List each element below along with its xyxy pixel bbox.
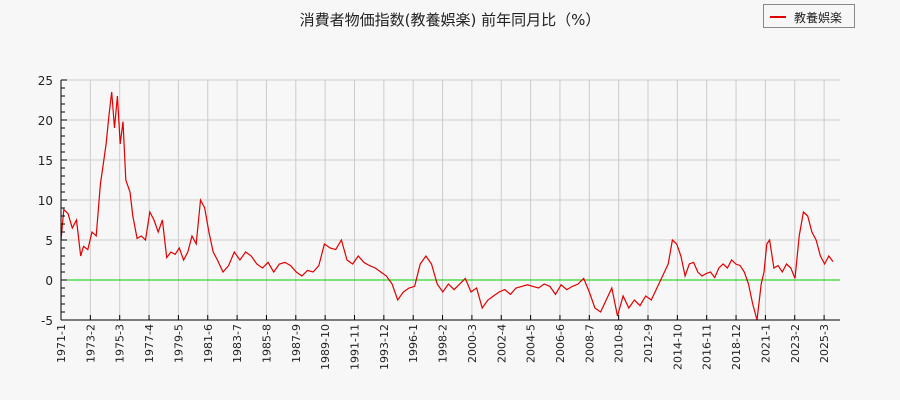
x-tick-label: 2018-12 xyxy=(730,324,743,370)
x-tick-label: 2023-2 xyxy=(789,324,802,363)
chart-title: 消費者物価指数(教養娯楽) 前年同月比（%） xyxy=(299,11,601,29)
legend: 教養娯楽 xyxy=(763,4,855,28)
x-axis-labels: 1971-1 1973-2 1975-3 1977-4 1979-5 1981-6 1983… xyxy=(55,324,831,370)
y-tick-label: -5 xyxy=(41,314,53,328)
y-tick-label: 15 xyxy=(38,154,53,168)
x-tick-label: 2014-10 xyxy=(671,324,684,370)
x-tick-label: 2002-4 xyxy=(495,324,508,363)
x-tick-label: 2021-1 xyxy=(759,324,772,363)
x-tick-label: 2025-3 xyxy=(818,324,831,363)
axes xyxy=(60,79,840,321)
x-tick-label: 1985-8 xyxy=(260,324,273,363)
x-tick-label: 2012-9 xyxy=(642,324,655,363)
x-tick-label: 1996-1 xyxy=(407,324,420,363)
x-tick-label: 2000-3 xyxy=(466,324,479,363)
legend-label: 教養娯楽 xyxy=(794,11,843,25)
x-tick-label: 1977-4 xyxy=(143,324,156,363)
x-tick-label: 1993-12 xyxy=(378,324,391,370)
y-tick-label: 25 xyxy=(38,74,53,88)
x-tick-label: 1983-7 xyxy=(231,324,244,363)
legend-line-icon xyxy=(770,16,786,18)
y-tick-label: 5 xyxy=(45,234,53,248)
y-tick-label: 10 xyxy=(38,194,53,208)
x-tick-label: 1981-6 xyxy=(202,324,215,363)
x-tick-label: 2008-7 xyxy=(583,324,596,363)
y-tick-label: 20 xyxy=(38,114,53,128)
gridlines xyxy=(61,79,840,321)
x-tick-label: 1991-11 xyxy=(349,324,362,370)
x-tick-label: 1989-10 xyxy=(319,324,332,370)
x-tick-label: 1971-1 xyxy=(55,324,68,363)
x-tick-label: 1975-3 xyxy=(114,324,127,363)
x-tick-label: 1973-2 xyxy=(84,324,97,363)
series-line xyxy=(60,91,834,321)
x-tick-label: 1979-5 xyxy=(172,324,185,363)
x-tick-label: 1998-2 xyxy=(437,324,450,363)
x-tick-label: 2010-8 xyxy=(613,324,626,363)
x-tick-label: 2006-6 xyxy=(554,324,567,363)
x-tick-label: 2004-5 xyxy=(525,324,538,363)
series-polyline xyxy=(60,91,834,321)
x-tick-label: 2016-11 xyxy=(701,324,714,370)
y-axis-labels: -5 0 5 10 15 20 25 xyxy=(38,74,53,328)
y-tick-label: 0 xyxy=(45,274,53,288)
x-tick-label: 1987-9 xyxy=(290,324,303,363)
